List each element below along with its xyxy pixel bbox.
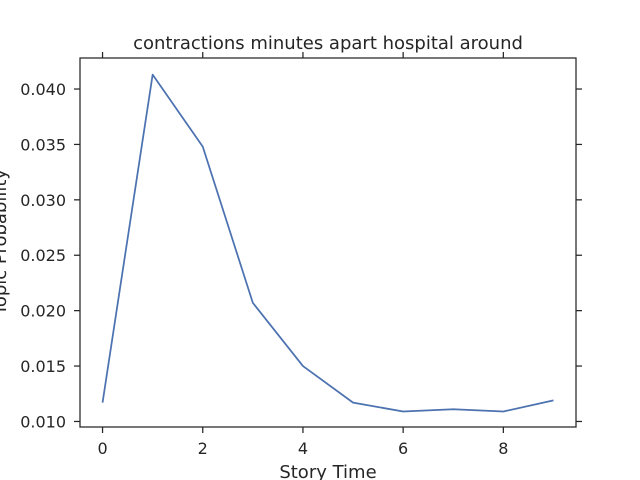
series-line bbox=[101, 73, 554, 413]
y-tick-label: 0.010 bbox=[20, 412, 66, 431]
x-tick-label: 8 bbox=[498, 439, 508, 458]
plot-area bbox=[79, 57, 577, 428]
x-axis-label: Story Time bbox=[279, 462, 376, 480]
x-axis-ticks: 0 2 4 6 8 bbox=[97, 52, 508, 458]
x-tick-label: 2 bbox=[198, 439, 208, 458]
x-tick-label: 6 bbox=[398, 439, 408, 458]
y-axis-label: Topic Probability bbox=[0, 169, 11, 316]
y-tick-label: 0.015 bbox=[20, 357, 66, 376]
x-tick-label: 0 bbox=[97, 439, 107, 458]
y-tick-label: 0.025 bbox=[20, 246, 66, 265]
y-axis-ticks: 0.010 0.015 0.020 0.025 0.030 0.035 0.040 bbox=[20, 80, 582, 431]
x-tick-label: 4 bbox=[298, 439, 308, 458]
y-tick-label: 0.030 bbox=[20, 191, 66, 210]
y-tick-label: 0.035 bbox=[20, 135, 66, 154]
y-tick-label: 0.040 bbox=[20, 80, 66, 99]
chart-title: contractions minutes apart hospital arou… bbox=[133, 33, 523, 54]
y-tick-label: 0.020 bbox=[20, 302, 66, 321]
